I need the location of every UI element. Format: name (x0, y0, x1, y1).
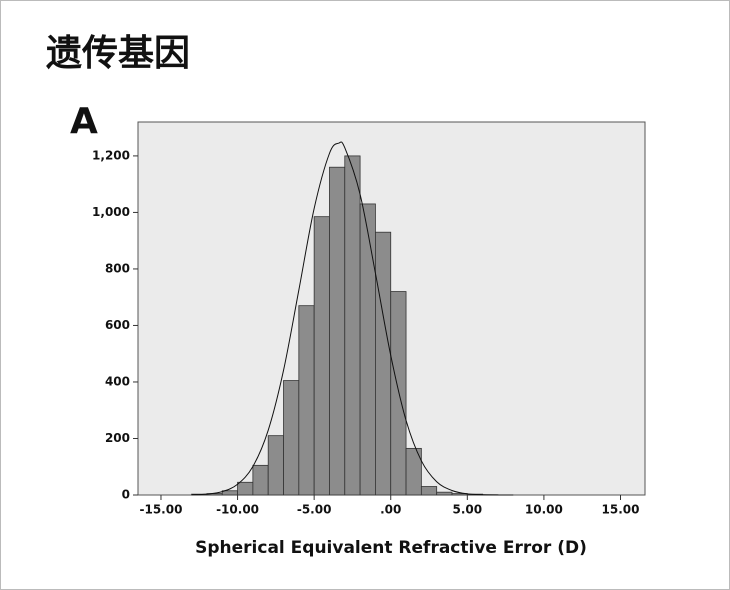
bar (329, 166, 346, 496)
y-tick-label: 1,000 (92, 205, 130, 219)
bar (390, 291, 407, 496)
normal-curve (191, 141, 514, 496)
x-tick-label: -15.00 (140, 503, 183, 517)
x-tick-label: -5.00 (297, 503, 332, 517)
y-tick-label: 200 (105, 431, 130, 445)
y-tick-label: 0 (122, 488, 130, 502)
x-tick-label: -10.00 (216, 503, 259, 517)
x-tick-label: 10.00 (525, 503, 563, 517)
panel-label: A (70, 101, 98, 142)
bar (267, 435, 284, 496)
bar (420, 486, 438, 496)
page-title: 遗传基因 (46, 33, 190, 74)
x-axis-label: Spherical Equivalent Refractive Error (D… (195, 538, 587, 558)
bar (359, 203, 376, 496)
bar (237, 481, 254, 496)
bar (252, 464, 269, 496)
x-tick-label: 5.00 (453, 503, 483, 517)
bar (221, 490, 238, 496)
bar (375, 231, 392, 496)
bar (344, 155, 361, 496)
y-tick-label: 1,200 (92, 148, 130, 162)
bar (283, 380, 300, 496)
y-tick-label: 600 (105, 318, 130, 332)
bar (313, 216, 330, 496)
bar (405, 447, 422, 496)
x-tick-label: 15.00 (602, 503, 640, 517)
bar (436, 491, 453, 496)
bar (298, 305, 315, 496)
y-tick-label: 800 (105, 261, 130, 275)
x-tick-label: .00 (380, 503, 401, 517)
y-tick-label: 400 (105, 374, 130, 388)
